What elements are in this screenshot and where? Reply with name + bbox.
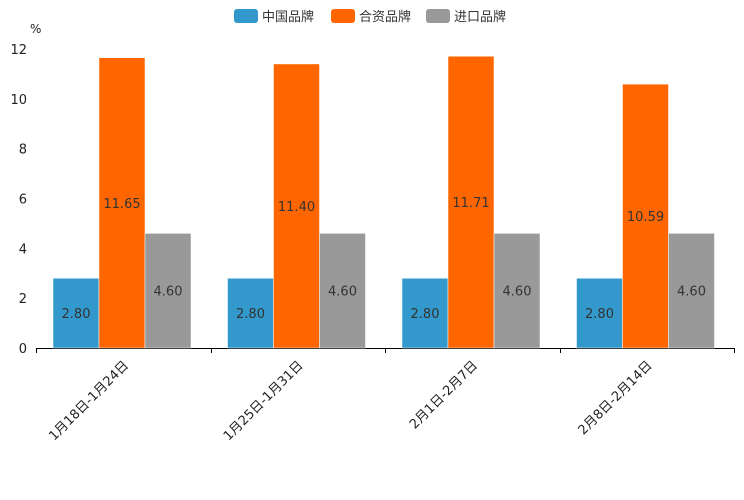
data-labels: 2.80 11.65 4.60 2.80 11.40 4.60 2.80 11.71 4.60 2… — [62, 196, 706, 322]
bar-3-4 — [668, 233, 715, 349]
data-label-3-3: 4.60 — [503, 285, 532, 300]
bar-1-2 — [227, 277, 274, 349]
legend-label-3: 进口品牌 — [454, 9, 506, 25]
data-label-3-2: 4.60 — [328, 285, 357, 300]
y-axis-unit-label: % — [30, 22, 41, 36]
y-tick-label: 6 — [19, 193, 27, 208]
legend-swatch-3 — [426, 9, 450, 23]
y-tick-label: 2 — [19, 292, 27, 307]
legend: 中国品牌 合资品牌 进口品牌 — [234, 9, 506, 25]
legend-label-1: 中国品牌 — [262, 9, 314, 25]
y-tick-label: 12 — [10, 43, 27, 58]
x-tick-label-2: 1月25日-1月31日 — [221, 358, 307, 444]
x-tick-label-4: 2月8日-2月14日 — [576, 358, 656, 438]
bar-1-1 — [52, 277, 100, 349]
bar-2-2 — [273, 63, 320, 349]
x-tick-label-1: 1月18日-1月24日 — [46, 358, 132, 444]
data-label-3-4: 4.60 — [677, 285, 706, 300]
legend-swatch-1 — [234, 9, 258, 23]
data-label-2-3: 11.71 — [452, 196, 489, 211]
data-label-1-4: 2.80 — [585, 307, 614, 322]
y-tick-label: 10 — [10, 93, 27, 108]
data-label-3-1: 4.60 — [154, 285, 183, 300]
bar-2-4 — [622, 83, 669, 349]
data-label-2-4: 10.59 — [627, 210, 664, 225]
legend-swatch-2 — [331, 9, 355, 23]
bar-3-3 — [493, 233, 541, 349]
legend-label-2: 合资品牌 — [359, 9, 411, 25]
y-tick-label: 0 — [19, 342, 27, 357]
y-axis: % 0 2 4 6 8 10 12 — [10, 22, 41, 357]
bar-2-1 — [98, 57, 146, 349]
data-label-1-2: 2.80 — [236, 307, 265, 322]
bar-3-2 — [319, 233, 366, 349]
y-tick-label: 4 — [19, 242, 27, 257]
data-label-2-1: 11.65 — [103, 197, 140, 212]
y-tick-label: 8 — [19, 143, 27, 158]
data-label-1-1: 2.80 — [62, 307, 91, 322]
bar-2-3 — [447, 55, 495, 349]
data-label-2-2: 11.40 — [278, 200, 315, 215]
x-tick-label-3: 2月1日-2月7日 — [407, 358, 481, 432]
data-label-1-3: 2.80 — [411, 307, 440, 322]
bar-1-3 — [401, 277, 449, 349]
bar-3-1 — [144, 233, 192, 349]
bars — [52, 55, 715, 349]
bar-1-4 — [576, 277, 623, 349]
x-axis: 1月18日-1月24日 1月25日-1月31日 2月1日-2月7日 2月8日-2月14… — [36, 348, 735, 444]
